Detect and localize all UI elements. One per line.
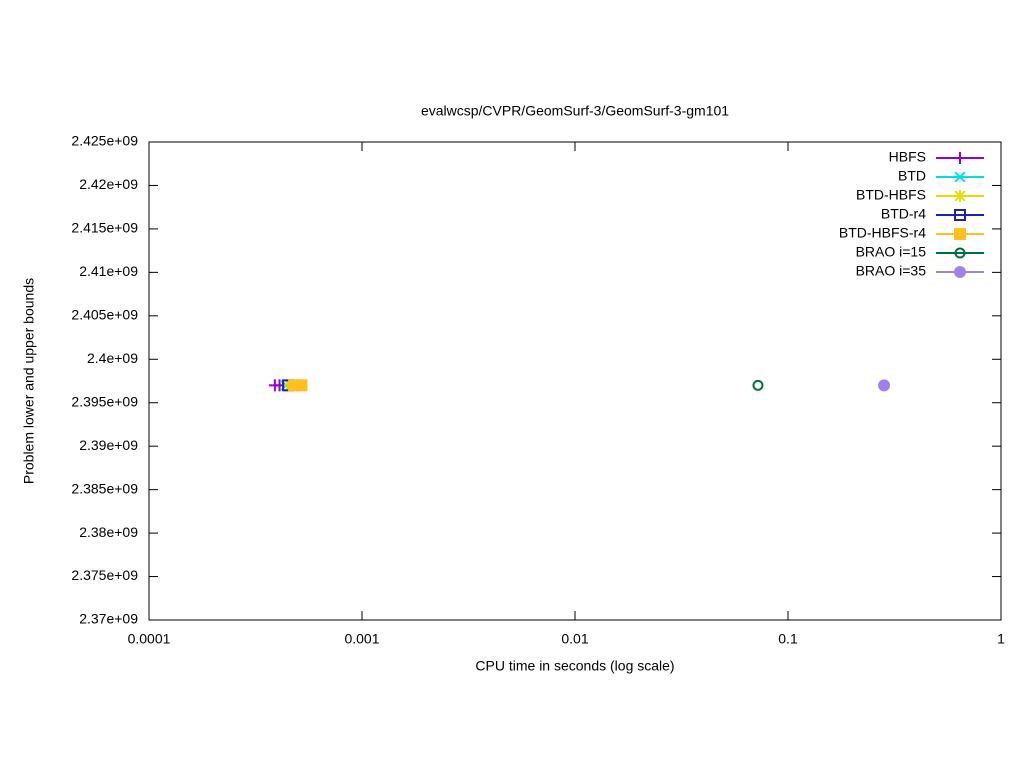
y-tick-label: 2.405e+09: [71, 307, 138, 323]
marker-shape: [954, 247, 966, 259]
legend-label: BTD-HBFS-r4: [839, 225, 926, 241]
y-tick-label: 2.38e+09: [79, 524, 138, 540]
marker-shape: [954, 209, 966, 221]
y-tick-label: 2.425e+09: [71, 133, 138, 149]
marker: [954, 266, 966, 278]
marker-shape: [954, 228, 966, 240]
marker-shape: [954, 266, 966, 278]
marker: [954, 171, 966, 183]
x-tick-label: 0.0001: [128, 631, 171, 647]
y-tick-label: 2.37e+09: [79, 611, 138, 627]
marker-stroke: [954, 190, 966, 202]
y-tick-label: 2.4e+09: [87, 350, 138, 366]
marker: [954, 152, 966, 164]
marker-shape: [752, 379, 764, 391]
x-tick-label: 1: [997, 631, 1005, 647]
marker: [954, 228, 966, 240]
y-tick-label: 2.39e+09: [79, 437, 138, 453]
marker: [954, 247, 966, 259]
legend-label: BTD: [898, 168, 926, 184]
legend-label: BRAO i=35: [856, 263, 927, 279]
legend-label: BRAO i=15: [856, 244, 927, 260]
marker: [954, 190, 966, 202]
y-tick-label: 2.395e+09: [71, 393, 138, 409]
plot-frame: [148, 141, 1002, 621]
marker: [752, 379, 764, 391]
y-tick-label: 2.375e+09: [71, 567, 138, 583]
x-tick-label: 0.01: [561, 631, 588, 647]
legend-label: HBFS: [889, 149, 926, 165]
y-tick-label: 2.41e+09: [79, 263, 138, 279]
x-tick-label: 0.1: [778, 631, 798, 647]
legend-label: BTD-HBFS: [856, 187, 926, 203]
marker: [954, 209, 966, 221]
marker-shape: [295, 379, 308, 392]
y-tick-label: 2.385e+09: [71, 480, 138, 496]
chart-title: evalwcsp/CVPR/GeomSurf-3/GeomSurf-3-gm10…: [421, 103, 729, 119]
y-tick-label: 2.415e+09: [71, 220, 138, 236]
marker: [295, 379, 308, 392]
legend-label: BTD-r4: [881, 206, 926, 222]
marker-stroke: [954, 171, 966, 183]
y-axis-label: Problem lower and upper bounds: [21, 278, 37, 484]
x-axis-label: CPU time in seconds (log scale): [475, 658, 674, 674]
y-tick-label: 2.42e+09: [79, 176, 138, 192]
marker: [878, 379, 891, 392]
x-tick-label: 0.001: [344, 631, 379, 647]
marker-shape: [878, 379, 891, 392]
